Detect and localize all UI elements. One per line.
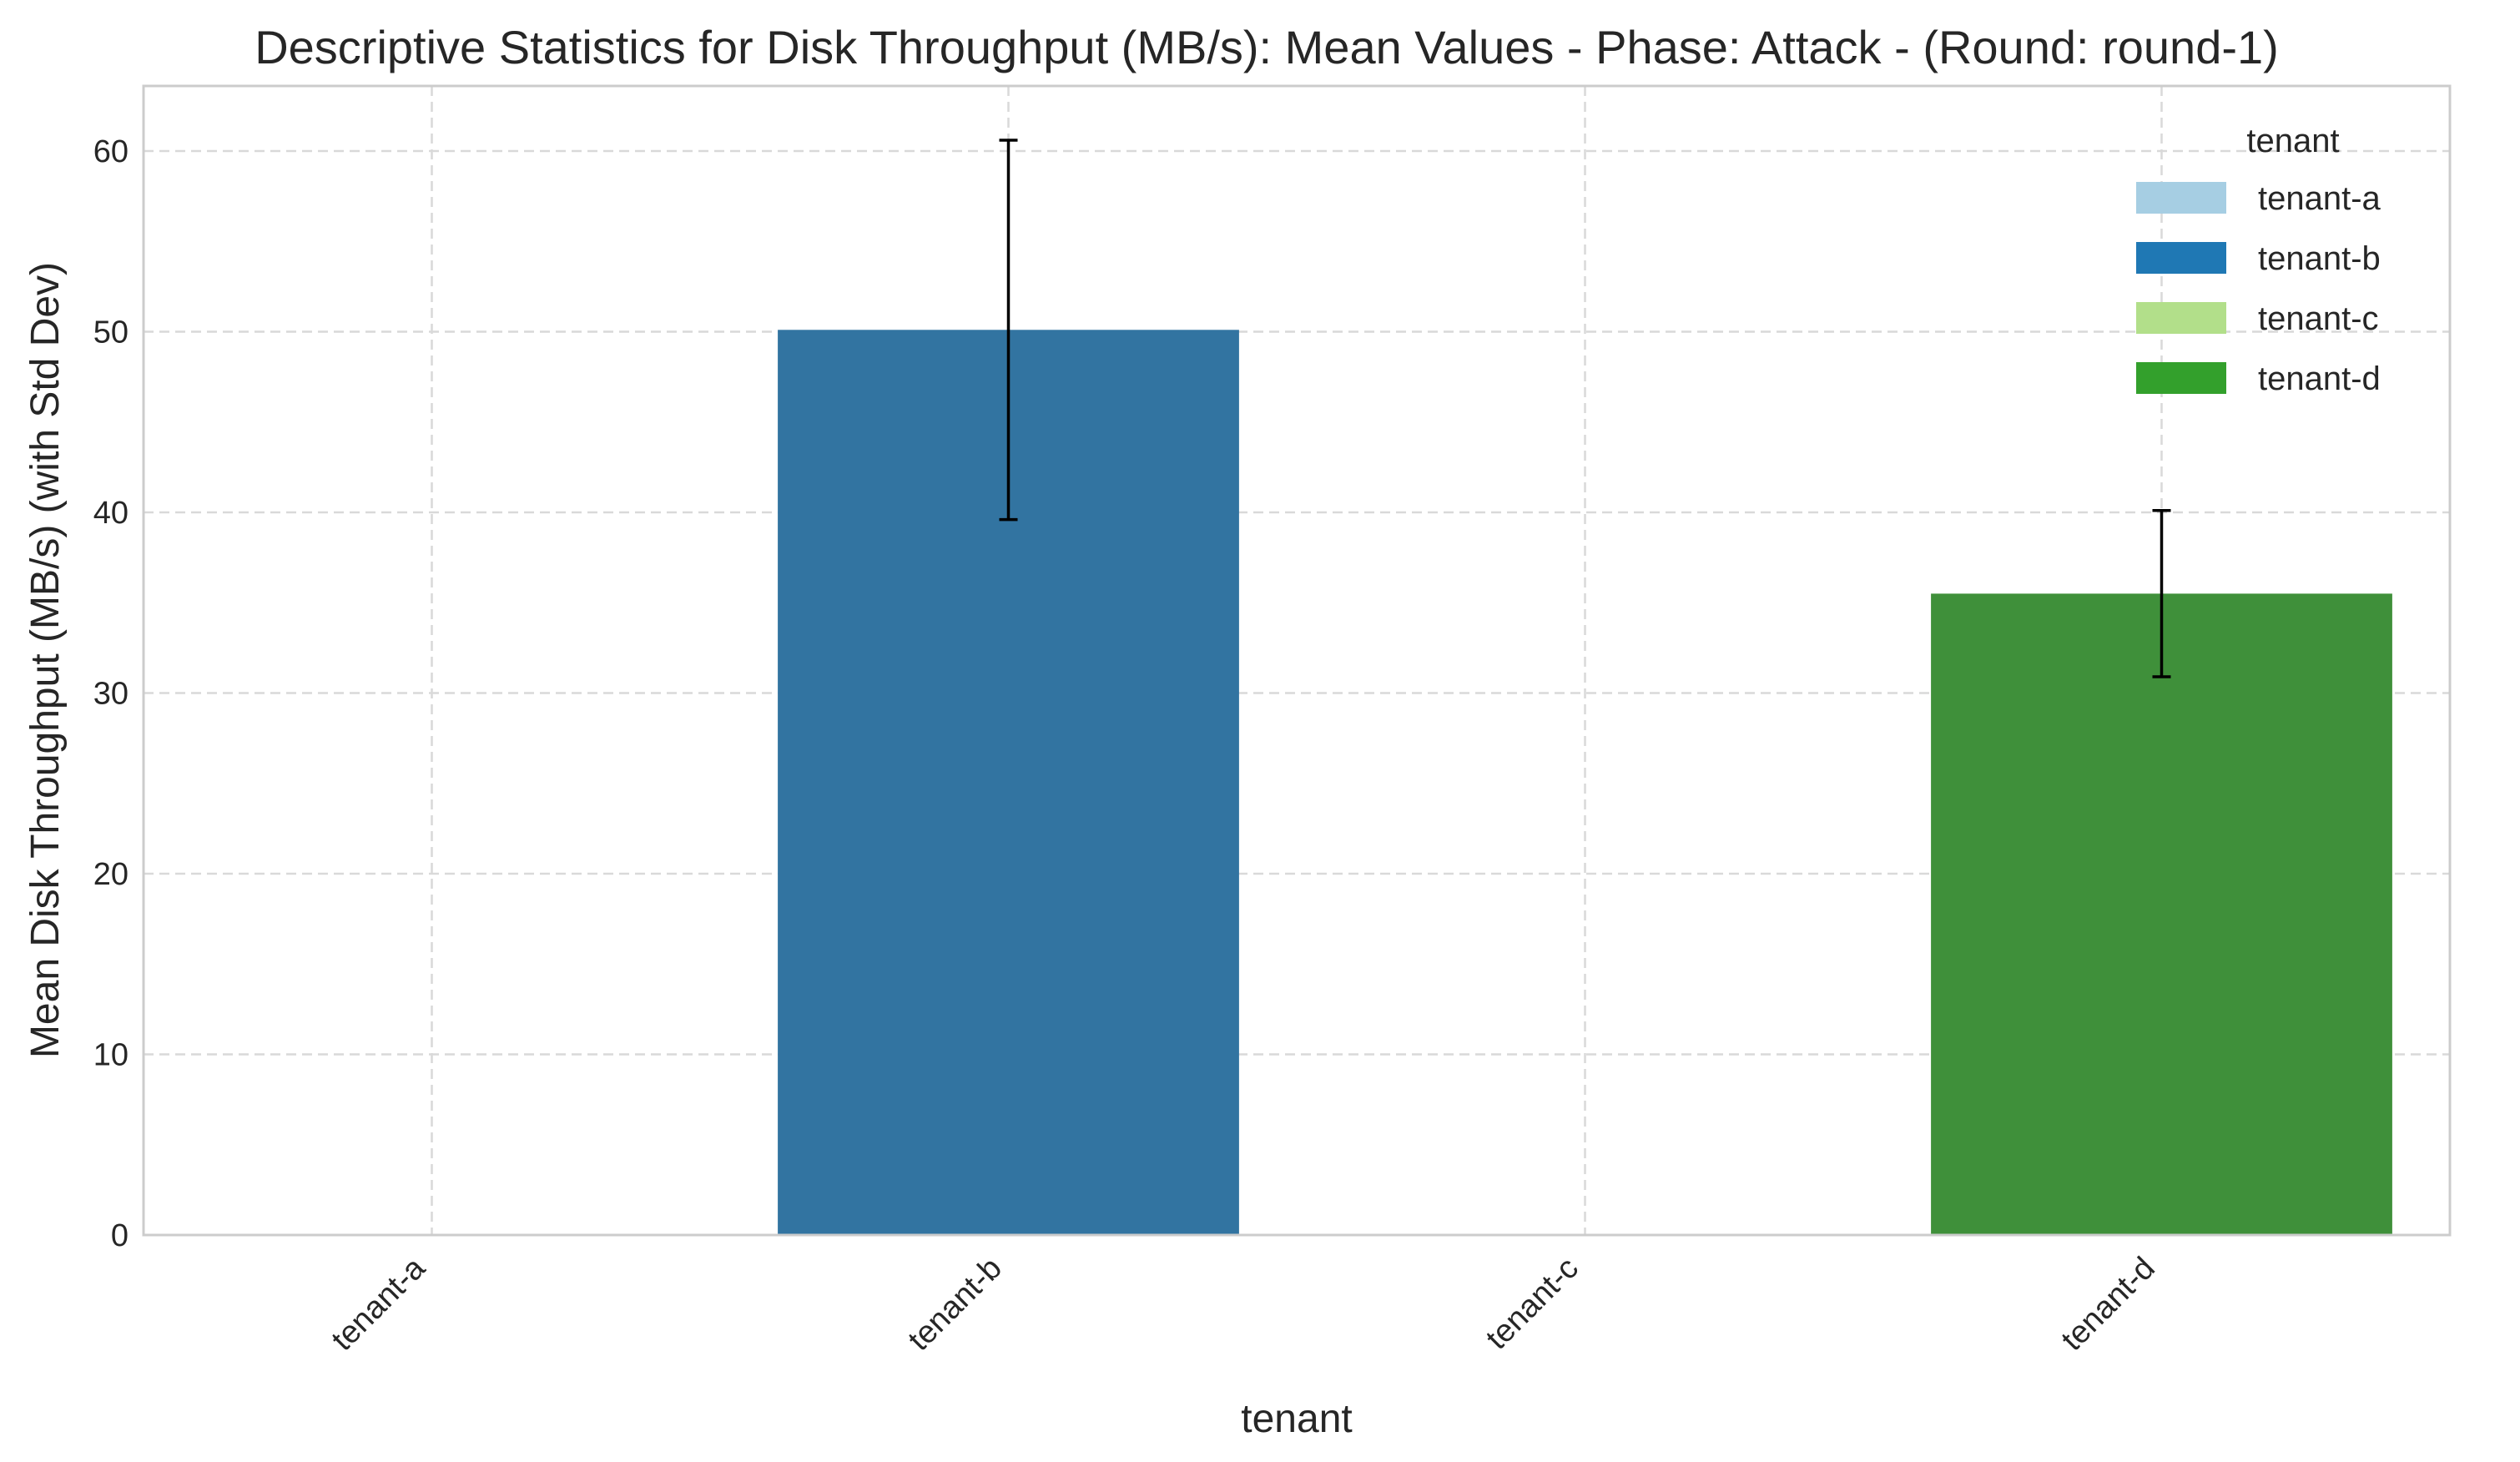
y-tick-label-50: 50 — [93, 315, 129, 350]
legend-entry-tenant-c: tenant-c — [2136, 300, 2379, 337]
x-axis-ticks: tenant-a tenant-b tenant-c tenant-d — [325, 1250, 2162, 1358]
bars-group — [778, 330, 2392, 1236]
y-axis-ticks: 0 10 20 30 40 50 60 — [93, 134, 129, 1253]
legend-label-tenant-d: tenant-d — [2258, 360, 2381, 397]
legend-swatch-tenant-a — [2136, 182, 2226, 214]
legend-entry-tenant-d: tenant-d — [2136, 360, 2381, 397]
legend-entry-tenant-a: tenant-a — [2136, 180, 2381, 217]
x-tick-label-tenant-d: tenant-d — [2055, 1251, 2162, 1358]
x-tick-label-tenant-c: tenant-c — [1479, 1251, 1585, 1357]
y-tick-label-30: 30 — [93, 676, 129, 711]
y-tick-label-0: 0 — [111, 1218, 129, 1253]
legend-entries: tenant-a tenant-b tenant-c tenant-d — [2136, 180, 2381, 397]
y-tick-label-60: 60 — [93, 134, 129, 169]
legend: tenant tenant-a tenant-b tenant-c tenant-d — [2136, 123, 2381, 397]
error-bar-tenant-b — [999, 139, 1018, 522]
error-bars-group — [999, 139, 2171, 678]
legend-label-tenant-c: tenant-c — [2258, 300, 2379, 337]
plot-frame — [142, 84, 2452, 1237]
legend-swatch-tenant-c — [2136, 302, 2226, 334]
y-tick-label-10: 10 — [93, 1037, 129, 1072]
x-tick-label-tenant-a: tenant-a — [325, 1250, 433, 1358]
y-tick-label-40: 40 — [93, 496, 129, 531]
x-tick-label-tenant-b: tenant-b — [902, 1251, 1009, 1358]
error-bar-tenant-d — [2152, 509, 2171, 678]
legend-swatch-tenant-d — [2136, 362, 2226, 394]
y-tick-label-20: 20 — [93, 857, 129, 892]
bar-tenant-d — [1931, 593, 2392, 1235]
legend-entry-tenant-b: tenant-b — [2136, 240, 2381, 277]
legend-label-tenant-b: tenant-b — [2258, 240, 2381, 277]
legend-title: tenant — [2246, 123, 2339, 159]
y-axis-label: Mean Disk Throughput (MB/s) (with Std De… — [23, 262, 68, 1058]
x-axis-label: tenant — [1241, 1397, 1352, 1441]
legend-label-tenant-a: tenant-a — [2258, 180, 2381, 217]
chart-title: Descriptive Statistics for Disk Throughp… — [255, 21, 2279, 73]
legend-swatch-tenant-b — [2136, 242, 2226, 274]
